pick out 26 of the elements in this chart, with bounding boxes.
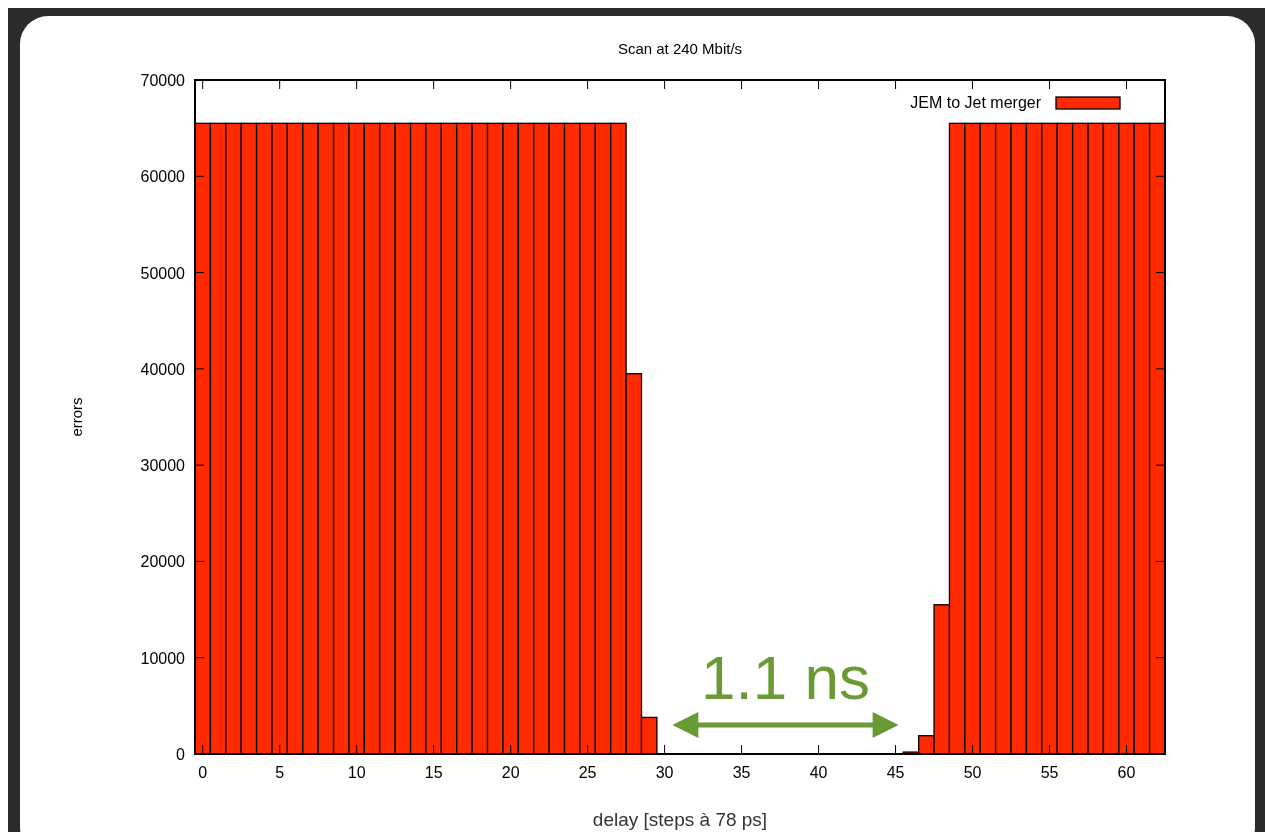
y-tick-label: 10000 (140, 649, 186, 667)
x-tick-label: 25 (578, 764, 597, 781)
x-tick-label: 10 (347, 764, 366, 781)
y-tick-label: 20000 (140, 553, 186, 571)
y-tick-label: 30000 (140, 457, 186, 475)
x-tick-label: 55 (1040, 764, 1059, 781)
x-tick-label: 0 (198, 764, 208, 781)
legend-label: JEM to Jet merger (910, 94, 1042, 111)
x-tick-label: 50 (963, 764, 982, 781)
annotation: 1.1 ns (701, 643, 870, 712)
y-tick-label: 0 (176, 746, 186, 763)
y-tick-label: 70000 (140, 72, 186, 89)
y-axis-title: errors (68, 397, 85, 437)
x-tick-label: 60 (1117, 764, 1136, 781)
x-tick-label: 30 (655, 764, 674, 781)
x-axis-title: delay [steps à 78 ps] (592, 809, 768, 830)
y-tick-label: 40000 (140, 360, 186, 378)
y-tick-label: 50000 (140, 264, 186, 282)
x-tick-label: 5 (275, 764, 285, 781)
x-tick-label: 45 (886, 764, 905, 781)
y-tick-label: 60000 (140, 168, 186, 186)
x-tick-label: 20 (501, 764, 520, 781)
x-tick-label: 35 (732, 764, 751, 781)
x-tick-label: 40 (809, 764, 828, 781)
x-tick-label: 15 (424, 764, 443, 781)
chart-title: Scan at 240 Mbit/s (617, 40, 743, 57)
